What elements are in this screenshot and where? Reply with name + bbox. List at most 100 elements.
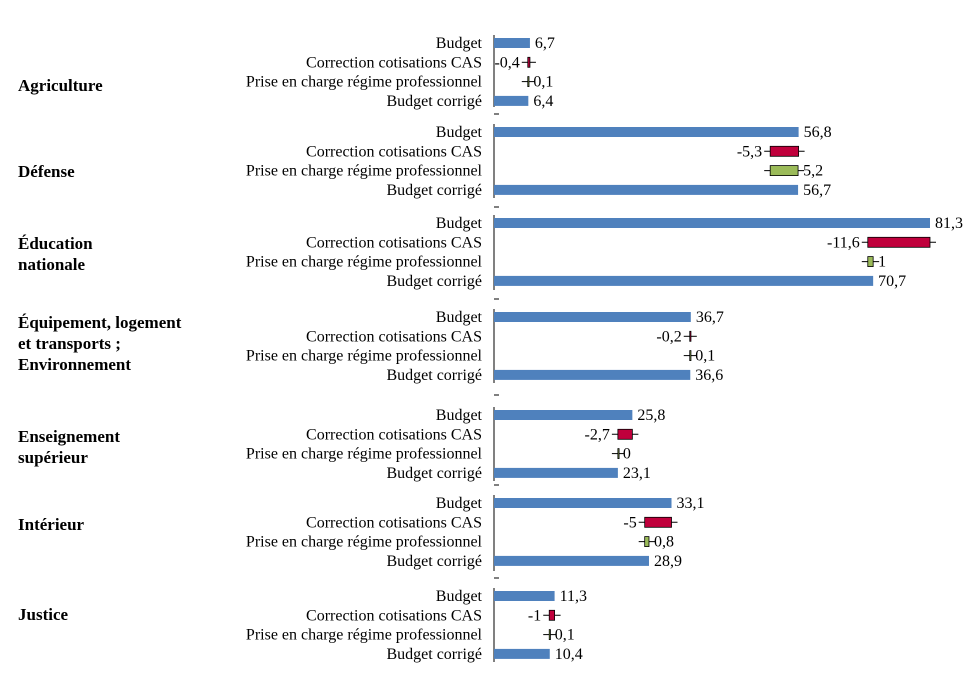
data-label: -0,2	[656, 328, 681, 345]
row-label: Budget	[436, 495, 483, 512]
row-label: Budget corrigé	[386, 465, 482, 482]
bar	[644, 516, 672, 528]
data-label: 11,3	[560, 588, 587, 605]
chart-group: Éducation nationale Budget 81,3 Correction c…	[18, 215, 963, 290]
row-label: Budget	[436, 35, 483, 52]
group-label-line: Défense	[18, 162, 75, 181]
data-label: -1	[528, 607, 541, 624]
chart-group: Agriculture Budget 6,7 Correction cotisatio…	[18, 35, 555, 110]
group-label: Intérieur	[18, 515, 85, 534]
data-label: 0,8	[654, 534, 674, 551]
data-label: 23,1	[623, 465, 651, 482]
row-label: Budget corrigé	[386, 93, 482, 110]
data-label: 0	[623, 446, 631, 463]
group-label-line: Intérieur	[18, 515, 85, 534]
row-label: Budget corrigé	[386, 553, 482, 570]
bar	[494, 127, 799, 137]
bar	[617, 448, 620, 460]
bar	[644, 536, 650, 547]
row-label: Correction cotisations CAS	[306, 426, 482, 443]
bar	[548, 609, 556, 621]
bar	[494, 591, 555, 601]
bar	[494, 95, 529, 106]
bar	[867, 236, 931, 248]
bar	[494, 467, 618, 478]
bar	[689, 330, 692, 342]
bar	[494, 184, 799, 195]
group-label-line: Équipement, logement	[18, 313, 182, 332]
bar	[494, 275, 874, 286]
group-label-line: Environnement	[18, 355, 131, 374]
data-label: 6,7	[535, 35, 555, 52]
group-label-line: nationale	[18, 255, 86, 274]
row-label: Prise en charge régime professionnel	[246, 627, 483, 644]
data-label: 56,8	[804, 124, 832, 141]
row-label: Budget	[436, 124, 483, 141]
data-label: 0,1	[695, 348, 715, 365]
data-label: -11,6	[827, 234, 860, 251]
row-label: Prise en charge régime professionnel	[246, 163, 483, 180]
group-label-line: Éducation	[18, 234, 93, 253]
bar	[494, 369, 691, 380]
row-label: Correction cotisations CAS	[306, 328, 482, 345]
bar	[867, 256, 874, 268]
bar	[527, 56, 531, 68]
data-label: 1	[878, 254, 886, 271]
bar	[617, 428, 633, 440]
data-label: 81,3	[935, 215, 963, 232]
row-label: Budget	[436, 407, 483, 424]
data-label: 28,9	[654, 553, 682, 570]
group-label-line: Enseignement	[18, 427, 120, 446]
data-label: 70,7	[878, 273, 906, 290]
row-label: Budget	[436, 215, 483, 232]
row-label: Prise en charge régime professionnel	[246, 534, 483, 551]
row-label: Budget	[436, 309, 483, 326]
row-label: Prise en charge régime professionnel	[246, 348, 483, 365]
bar	[527, 76, 530, 87]
group-label-line: supérieur	[18, 448, 88, 467]
bar	[769, 145, 800, 157]
bar	[494, 312, 691, 322]
data-label: 36,7	[696, 309, 724, 326]
bar	[494, 498, 672, 508]
data-label: 25,8	[637, 407, 665, 424]
group-label-line: et transports ;	[18, 334, 121, 353]
group-label: Justice	[18, 605, 69, 624]
bar	[494, 555, 649, 566]
data-label: 10,4	[555, 646, 583, 663]
row-label: Budget corrigé	[386, 367, 482, 384]
row-label: Budget	[436, 588, 483, 605]
row-label: Correction cotisations CAS	[306, 143, 482, 160]
row-label: Correction cotisations CAS	[306, 54, 482, 71]
bar	[548, 629, 551, 640]
group-label: Équipement, logement et transports ; Envir…	[18, 313, 182, 374]
data-label: 5,2	[803, 163, 823, 180]
data-label: 56,7	[803, 182, 831, 199]
row-label: Prise en charge régime professionnel	[246, 254, 483, 271]
data-label: 0,1	[555, 627, 575, 644]
row-label: Budget corrigé	[386, 182, 482, 199]
group-label-line: Justice	[18, 605, 69, 624]
data-label: 36,6	[695, 367, 723, 384]
row-label: Correction cotisations CAS	[306, 234, 482, 251]
data-label: -0,4	[494, 54, 519, 71]
group-label-line: Agriculture	[18, 76, 103, 95]
bar	[494, 38, 530, 48]
data-label: 0,1	[533, 74, 553, 91]
bar	[494, 648, 550, 659]
data-label: -5,3	[737, 143, 762, 160]
group-label: Agriculture	[18, 76, 103, 95]
chart-group: Intérieur Budget 33,1 Correction cotisation…	[18, 495, 705, 571]
group-label: Éducation nationale	[18, 234, 93, 274]
row-label: Budget corrigé	[386, 646, 482, 663]
row-label: Prise en charge régime professionnel	[246, 446, 483, 463]
bar	[769, 165, 799, 177]
group-label: Enseignement supérieur	[18, 427, 120, 467]
data-label: 6,4	[533, 93, 553, 110]
data-label: -2,7	[585, 426, 610, 443]
row-label: Prise en charge régime professionnel	[246, 74, 483, 91]
group-label: Défense	[18, 162, 75, 181]
data-label: 33,1	[677, 495, 705, 512]
chart-group: Défense Budget 56,8 Correction cotisations …	[18, 124, 832, 199]
